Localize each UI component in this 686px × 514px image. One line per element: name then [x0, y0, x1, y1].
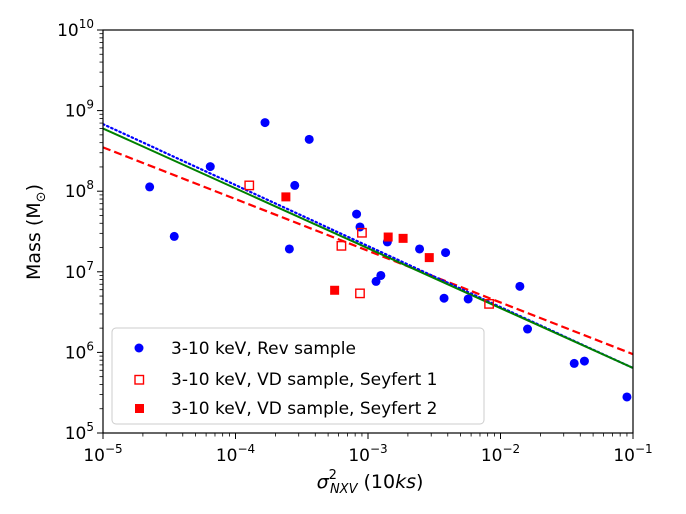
point-rev-sample: [523, 324, 533, 334]
y-tick-label: 106: [65, 339, 94, 363]
y-tick-label: 1010: [57, 17, 94, 41]
point-rev-sample: [569, 358, 579, 368]
x-label-paren-close: ): [416, 471, 423, 493]
point-vd-seyfert1: [355, 288, 365, 299]
point-rev-sample: [376, 270, 386, 280]
point-rev-sample: [145, 182, 155, 192]
point-rev-sample: [515, 281, 525, 291]
point-vd-seyfert2: [330, 285, 340, 295]
y-tick-labels: 105 106 107 108 109 1010: [57, 17, 94, 444]
point-rev-sample: [439, 293, 449, 303]
point-vd-seyfert1: [484, 298, 494, 309]
point-vd-seyfert2: [398, 233, 408, 243]
point-rev-sample: [290, 180, 300, 190]
point-rev-sample: [579, 356, 589, 366]
x-tick-labels: 10−5 10−4 10−3 10−2 10−1: [83, 442, 652, 466]
green-solid-fit: [103, 127, 633, 369]
x-label-sub: NXV: [330, 482, 359, 497]
point-vd-seyfert2: [383, 232, 393, 242]
x-tick-label: 10−4: [216, 442, 255, 466]
legend-marker-seyfert1: [134, 374, 145, 385]
legend: 3-10 keV, Rev sample 3-10 keV, VD sample…: [111, 327, 485, 425]
y-tick-label: 107: [65, 259, 94, 283]
x-tick-label: 10−2: [481, 442, 520, 466]
point-vd-seyfert2: [424, 253, 434, 263]
x-label-sigma: σ: [317, 471, 330, 493]
data-points: [145, 118, 632, 402]
y-tick-label: 108: [65, 178, 94, 202]
point-rev-sample: [284, 244, 294, 254]
legend-marker-rev: [134, 343, 144, 353]
x-tick-label: 10−3: [348, 442, 387, 466]
x-tick-label: 10−5: [83, 442, 122, 466]
point-rev-sample: [441, 248, 451, 258]
y-axis-label: Mass (M⊙): [23, 184, 49, 280]
y-label-sub: ⊙: [34, 191, 49, 202]
x-label-paren-open: (10: [363, 471, 395, 493]
y-label-prefix: Mass (M: [23, 202, 45, 280]
point-rev-sample: [415, 244, 425, 254]
major-ticks: [97, 29, 634, 439]
point-vd-seyfert2: [281, 192, 291, 202]
point-rev-sample: [205, 162, 215, 172]
point-vd-seyfert1: [336, 240, 347, 251]
point-vd-seyfert1: [244, 180, 255, 191]
y-tick-label: 105: [65, 420, 94, 444]
x-axis-label: σ2 NXV (10ks): [317, 468, 424, 497]
point-rev-sample: [260, 118, 270, 128]
red-dashed-fit: [103, 146, 633, 356]
point-rev-sample: [304, 134, 314, 144]
point-vd-seyfert1: [357, 227, 367, 238]
legend-label-seyfert2: 3-10 keV, VD sample, Seyfert 2: [171, 399, 438, 419]
legend-label-rev: 3-10 keV, Rev sample: [171, 339, 356, 359]
legend-box: [111, 327, 485, 425]
point-rev-sample: [352, 209, 362, 219]
x-label-italic: ks: [395, 471, 416, 493]
x-label-sup: 2: [329, 468, 337, 483]
legend-label-seyfert1: 3-10 keV, VD sample, Seyfert 1: [171, 370, 438, 390]
point-rev-sample: [169, 231, 179, 241]
legend-marker-seyfert2: [135, 404, 144, 413]
point-rev-sample: [355, 222, 365, 232]
x-tick-label: 10−1: [613, 442, 652, 466]
point-rev-sample: [463, 294, 473, 304]
y-tick-label: 109: [65, 98, 94, 122]
y-label-suffix: ): [23, 184, 45, 191]
point-rev-sample: [622, 392, 632, 402]
fit-lines: [103, 122, 633, 370]
